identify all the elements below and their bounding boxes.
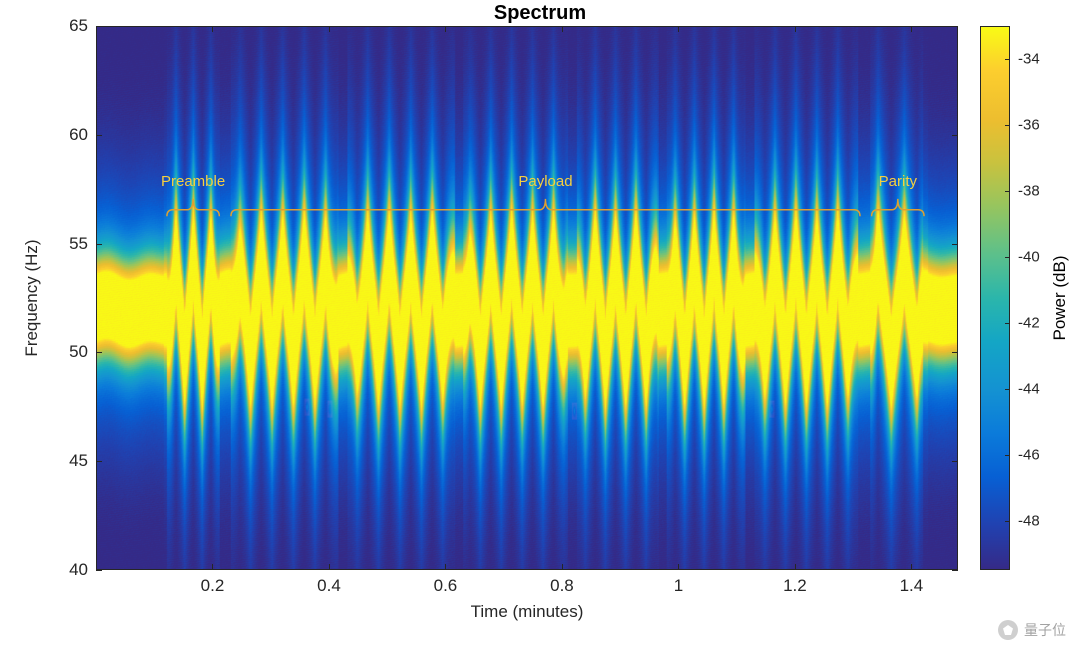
chart-title: Spectrum [0,2,1080,25]
colorbar-tick-label: -40 [1018,248,1040,265]
colorbar-tick-label: -34 [1018,50,1040,67]
x-axis-label: Time (minutes) [471,602,584,622]
x-tick-label: 1.4 [900,576,924,596]
x-tick-label: 1.2 [783,576,807,596]
watermark: 量子位 [998,620,1066,640]
spectrum-chart: Spectrum PreamblePayloadParity Frequency… [0,0,1080,650]
wechat-icon [998,620,1018,640]
colorbar-tick-label: -48 [1018,512,1040,529]
x-tick-label: 0.4 [317,576,341,596]
colorbar-tick-label: -44 [1018,380,1040,397]
spectrogram-heatmap [97,27,957,569]
x-tick-label: 1 [674,576,683,596]
colorbar-tick-label: -38 [1018,182,1040,199]
y-tick-label: 65 [60,16,88,36]
y-tick-label: 55 [60,234,88,254]
colorbar-tick-label: -36 [1018,116,1040,133]
y-axis-label: Frequency (Hz) [22,239,42,356]
colorbar-tick-label: -46 [1018,446,1040,463]
x-tick-label: 0.8 [550,576,574,596]
x-tick-label: 0.2 [201,576,225,596]
y-tick-label: 60 [60,125,88,145]
colorbar [980,26,1010,570]
x-tick-label: 0.6 [434,576,458,596]
y-tick-label: 50 [60,342,88,362]
y-tick-label: 45 [60,451,88,471]
colorbar-tick-label: -42 [1018,314,1040,331]
colorbar-label: Power (dB) [1050,255,1070,340]
watermark-text: 量子位 [1024,620,1066,640]
plot-area: PreamblePayloadParity [96,26,958,570]
y-tick-label: 40 [60,560,88,580]
